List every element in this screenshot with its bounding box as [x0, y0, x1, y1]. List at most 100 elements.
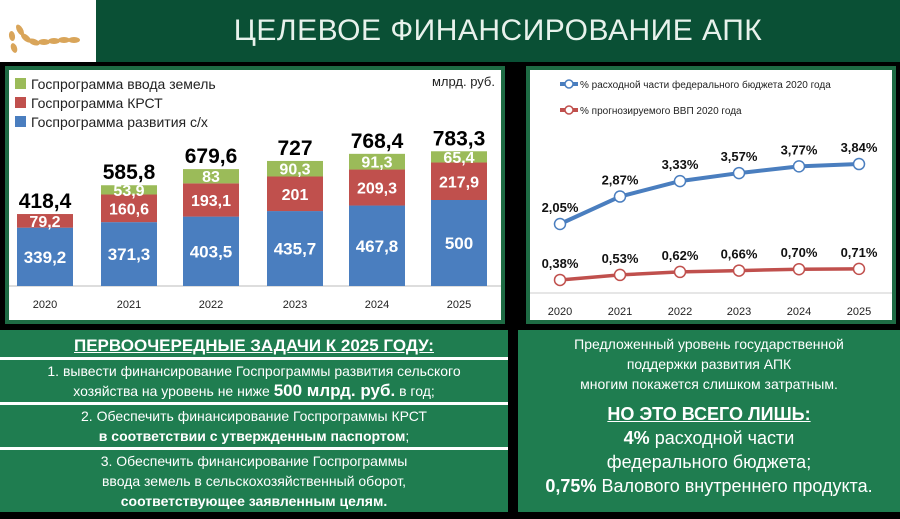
task-1-line: хозяйства на уровень не ниже 500 млрд. р… — [0, 381, 508, 401]
series-line — [559, 267, 860, 282]
series-line — [559, 162, 860, 226]
data-label: 0,66% — [721, 247, 758, 262]
data-point — [613, 190, 627, 203]
bar-segment — [349, 205, 405, 286]
task-1-line: 1. вывести финансирование Госпрограммы р… — [47, 363, 461, 379]
bar-segment — [101, 185, 157, 195]
data-point — [613, 268, 627, 282]
legend-swatch — [15, 116, 26, 127]
note-line: многим покажется слишком затратным. — [580, 376, 838, 392]
bold-text: в соответствии с утвержденным паспортом — [98, 428, 406, 444]
x-tick-label: 2025 — [447, 299, 471, 311]
bar-label: 91,3 — [361, 155, 392, 172]
data-label: 2,05% — [542, 200, 579, 215]
bar-label: 435,7 — [274, 240, 317, 259]
legend-swatch — [15, 78, 26, 89]
bar-segment — [349, 153, 405, 170]
task-2-line: 2. Обеспечить финансирование Госпрограмм… — [81, 408, 427, 424]
text: расходной части — [649, 428, 795, 448]
bar-label: 201 — [282, 187, 309, 204]
bar-total-label: 727 — [277, 137, 312, 160]
bar-label: 65,4 — [443, 150, 474, 167]
data-label: 0,62% — [662, 248, 699, 263]
note-line: Предложенный уровень государственной — [574, 336, 844, 352]
data-label: 3,84% — [841, 140, 878, 155]
legend-label: % расходной части федерального бюджета 2… — [580, 79, 831, 91]
data-point — [792, 262, 806, 276]
bar-label: 467,8 — [356, 237, 399, 256]
data-point — [553, 217, 567, 231]
x-tick-label: 2021 — [608, 306, 632, 318]
task-2: 2. Обеспечить финансирование Госпрограмм… — [0, 402, 508, 447]
x-tick-label: 2021 — [117, 299, 141, 311]
data-label: 2,87% — [602, 173, 639, 188]
bold-amount: 500 млрд. руб. — [273, 381, 396, 400]
data-label: 3,57% — [721, 149, 758, 164]
x-tick-label: 2020 — [33, 299, 57, 311]
bold-text: соответствующее заявленным целям. — [120, 493, 388, 509]
bar-segment — [183, 169, 239, 184]
bold-value: 0,75% — [545, 476, 597, 496]
x-tick-label: 2025 — [847, 306, 871, 318]
bar-segment — [267, 211, 323, 286]
tasks-title: ПЕРВООЧЕРЕДНЫЕ ЗАДАЧИ К 2025 ГОДУ: — [74, 336, 434, 355]
bar-total-label: 768,4 — [351, 130, 404, 153]
legend-label: % прогнозируемого ВВП 2020 года — [580, 106, 742, 117]
data-label: 0,38% — [542, 256, 579, 271]
bar-label: 83 — [202, 169, 220, 186]
text: хозяйства на уровень не ниже — [73, 383, 274, 399]
data-label: 0,70% — [781, 245, 818, 260]
note-line: 4% расходной части — [518, 426, 900, 450]
bar-label: 500 — [445, 234, 473, 253]
legend-marker — [564, 105, 574, 115]
data-point — [673, 174, 687, 188]
legend-label: Госпрограмма КРСТ — [31, 95, 163, 111]
unit-label: млрд. руб. — [432, 74, 495, 89]
wheat-logo — [0, 0, 96, 62]
stacked-bar-chart: Госпрограмма ввода земель Госпрограмма КР… — [5, 66, 505, 324]
bar-label: 339,2 — [24, 248, 67, 267]
data-point — [852, 157, 866, 171]
note-panel: Предложенный уровень государственной под… — [518, 330, 900, 512]
x-tick-label: 2022 — [199, 299, 223, 311]
bar-total-label: 783,3 — [433, 127, 486, 150]
data-point — [852, 262, 866, 276]
bar-label: 90,3 — [279, 162, 310, 179]
task-2-line: в соответствии с утвержденным паспортом; — [0, 426, 508, 446]
x-tick-label: 2023 — [727, 306, 751, 318]
data-point — [673, 265, 687, 279]
note-line: федерального бюджета; — [606, 452, 812, 472]
x-tick-label: 2024 — [787, 306, 811, 318]
note-line: поддержки развития АПК — [626, 356, 792, 372]
bar-total-label: 418,4 — [19, 190, 72, 213]
task-3-line: 3. Обеспечить финансирование Госпрограмм… — [100, 453, 408, 469]
bar-segment — [101, 222, 157, 286]
x-tick-label: 2020 — [548, 306, 572, 318]
bar-segment — [17, 214, 73, 228]
task-1: 1. вывести финансирование Госпрограммы р… — [0, 357, 508, 402]
bar-segment — [101, 194, 157, 223]
bar-label: 53,9 — [113, 183, 144, 200]
data-point — [792, 160, 806, 173]
bar-total-label: 679,6 — [185, 145, 238, 168]
x-tick-label: 2022 — [668, 306, 692, 318]
data-point — [732, 166, 746, 180]
task-3: 3. Обеспечить финансирование Госпрограмм… — [0, 447, 508, 512]
bar-label: 193,1 — [191, 193, 231, 210]
data-label: 3,77% — [781, 142, 818, 157]
x-tick-label: 2023 — [283, 299, 307, 311]
page-title: ЦЕЛЕВОЕ ФИНАНСИРОВАНИЕ АПК — [96, 0, 900, 62]
text: ; — [405, 428, 410, 444]
bar-segment — [431, 200, 487, 286]
note-headline: НО ЭТО ВСЕГО ЛИШЬ: — [607, 404, 811, 424]
bar-segment — [431, 151, 487, 163]
bar-segment — [183, 183, 239, 217]
bar-total-label: 585,8 — [103, 161, 156, 184]
text: в год; — [395, 383, 435, 399]
bar-label: 403,5 — [190, 242, 233, 261]
bar-label: 209,3 — [357, 181, 397, 198]
data-label: 0,71% — [841, 245, 878, 260]
x-tick-label: 2024 — [365, 299, 389, 311]
bold-value: 4% — [623, 428, 650, 448]
legend-label: Госпрограмма развития с/х — [31, 114, 208, 130]
